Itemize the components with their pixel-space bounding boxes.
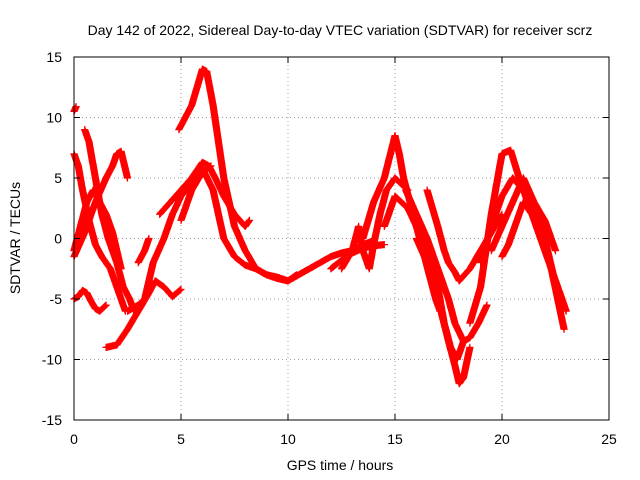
x-tick-label: 15 <box>387 431 403 447</box>
series-arc-17 <box>402 186 491 345</box>
series-arc-22 <box>487 174 560 255</box>
grid-lines <box>74 57 609 420</box>
y-axis-label: SDTVAR / TECUs <box>7 182 23 294</box>
x-tick-label: 5 <box>177 431 185 447</box>
y-tick-label: -5 <box>50 291 63 307</box>
chart-title: Day 142 of 2022, Sidereal Day-to-day VTE… <box>88 22 593 38</box>
y-tick-label: -15 <box>42 412 62 428</box>
x-axis-label: GPS time / hours <box>287 457 394 473</box>
y-tick-label: 0 <box>54 231 62 247</box>
axis-ticks <box>73 56 610 421</box>
series-arc-11 <box>175 65 301 285</box>
series-arc-12 <box>177 162 215 224</box>
x-tick-label: 0 <box>70 431 78 447</box>
y-tick-label: 5 <box>54 170 62 186</box>
x-tick-label: 20 <box>494 431 510 447</box>
x-tick-label: 10 <box>280 431 296 447</box>
y-tick-labels: -15 -10 -5 0 5 10 15 <box>42 49 62 428</box>
y-tick-label: -10 <box>42 352 62 368</box>
x-tick-labels: 0 5 10 15 20 25 <box>70 431 617 447</box>
series-arc-9 <box>134 234 153 267</box>
y-tick-label: 15 <box>46 49 62 65</box>
series-arc-6 <box>81 126 138 315</box>
series-arc-18 <box>412 234 474 388</box>
data-series <box>70 65 570 388</box>
y-tick-label: 10 <box>46 110 62 126</box>
series-arc-14 <box>337 174 412 273</box>
x-tick-label: 25 <box>601 431 617 447</box>
series-arc-23 <box>498 198 570 315</box>
